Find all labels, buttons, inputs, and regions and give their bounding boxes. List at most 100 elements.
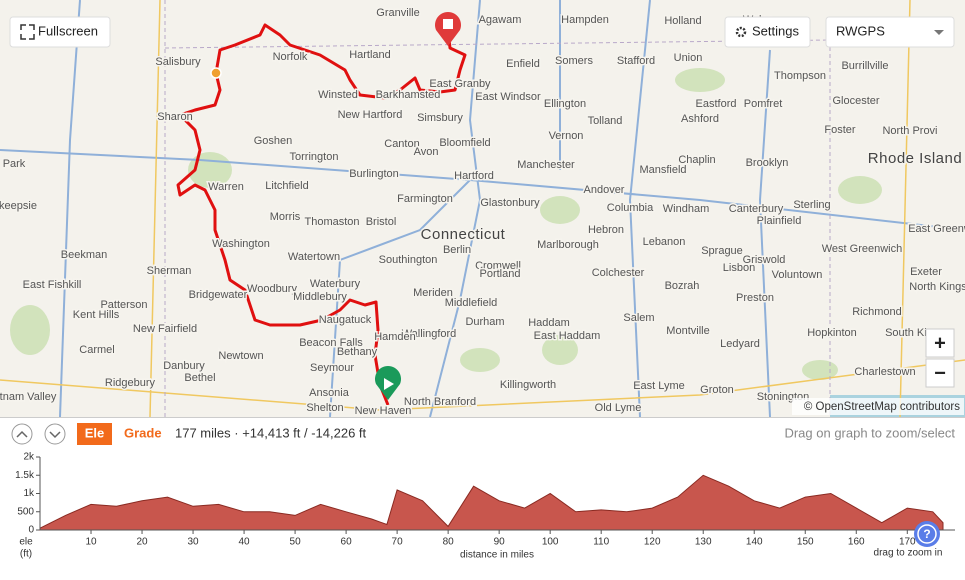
elevation-chart[interactable]: 0 500 1k 1.5k 2k 10 20 30 40 50 60 70 80 90 100 110 120 1… [15, 452, 955, 561]
map-label: Thompson [774, 70, 826, 82]
expand-button[interactable] [44, 423, 66, 445]
x-tick-label: 90 [494, 537, 506, 548]
map-label: Sterling [793, 199, 830, 211]
map-label: Tolland [588, 115, 623, 127]
map-label: Durham [465, 316, 504, 328]
map-label: Litchfield [265, 180, 308, 192]
map-label: Ridgebury [105, 377, 156, 389]
map-label: keepsie [0, 200, 37, 212]
start-marker[interactable] [375, 366, 401, 400]
map-label: Bethany [337, 346, 378, 358]
map-label: Carmel [79, 344, 114, 356]
map-label: Rhode Island [868, 150, 962, 167]
graph-hint: Drag on graph to zoom/select [784, 425, 955, 440]
map-label: Eastford [696, 98, 737, 110]
help-button[interactable]: ? [914, 521, 940, 547]
map-label: New Haven [355, 405, 412, 417]
map-label: Brooklyn [746, 157, 789, 169]
x-tick-label: 70 [392, 537, 404, 548]
collapse-button[interactable] [11, 423, 33, 445]
map-label: Seymour [310, 362, 354, 374]
y-tick-label: 0 [28, 525, 34, 536]
ele-tab[interactable]: Ele [77, 423, 112, 445]
map-minor-roads [0, 0, 965, 418]
map-label: Beekman [61, 249, 107, 261]
map-label: tnam Valley [0, 391, 57, 403]
zoom-out[interactable]: − [925, 358, 955, 388]
map-label: North Kings [909, 281, 965, 293]
map-label: Connecticut [421, 226, 506, 243]
fullscreen-label: Fullscreen [38, 23, 98, 38]
map-label: Shelton [306, 402, 343, 414]
x-tick-label: 130 [695, 537, 712, 548]
map-label: Columbia [607, 202, 654, 214]
map-label: East Greenw [908, 223, 965, 235]
x-tick-label: 140 [746, 537, 763, 548]
x-tick-label: 30 [187, 537, 199, 548]
map-label: Plainfield [757, 215, 802, 227]
map-label: New Fairfield [133, 323, 197, 335]
map-label: West Greenwich [822, 243, 903, 255]
map-label: Haddam [528, 317, 570, 329]
ele-tab-label: Ele [85, 425, 105, 440]
map-label: Warren [208, 181, 244, 193]
map-label: East Fishkill [23, 279, 82, 291]
map-label: Ansonia [309, 387, 350, 399]
map-label: Griswold [743, 254, 786, 266]
map-label: Norfolk [273, 51, 308, 63]
grade-tab[interactable]: Grade [124, 425, 162, 440]
map-label: Foster [824, 124, 856, 136]
end-marker[interactable] [435, 11, 462, 46]
map-label: Middlefield [445, 297, 498, 309]
map-label: Pomfret [744, 98, 783, 110]
fullscreen-button[interactable]: Fullscreen [9, 16, 111, 48]
map-label: Richmond [852, 306, 902, 318]
map-label: Ledyard [720, 338, 760, 350]
state-borders [164, 0, 831, 417]
map-label: Danbury [163, 360, 205, 372]
y-tick-label: 1k [23, 488, 35, 499]
map-label: Watertown [288, 251, 340, 263]
map-label: Ellington [544, 98, 586, 110]
layer-label: RWGPS [836, 23, 885, 38]
map-label: Canterbury [729, 203, 784, 215]
settings-button[interactable]: Settings [724, 16, 811, 48]
map-label: Stafford [617, 55, 655, 67]
layer-select[interactable]: RWGPS [825, 16, 955, 48]
x-tick-label: 10 [85, 537, 97, 548]
map-label: Bloomfield [439, 137, 490, 149]
zoom-in[interactable]: + [925, 328, 955, 358]
zoom-out-label: − [934, 362, 946, 384]
map-label: East Granby [429, 78, 491, 90]
map-label: Simsbury [417, 112, 463, 124]
x-tick-label: 120 [644, 537, 661, 548]
x-tick-label: 100 [542, 537, 559, 548]
map-label: Naugatuck [319, 314, 372, 326]
map-label: Windham [663, 203, 709, 215]
map-label: Mansfield [639, 164, 686, 176]
x-tick-label: 150 [797, 537, 814, 548]
map-label: Glastonbury [480, 197, 540, 209]
map-label: Hebron [588, 224, 624, 236]
map-label: Winsted [318, 89, 358, 101]
attribution-bg [792, 398, 964, 415]
map-label: Voluntown [772, 269, 823, 281]
map-label: Kent Hills [73, 309, 120, 321]
zoom-in-label: + [934, 332, 946, 354]
map-label: East Windsor [475, 91, 541, 103]
map-label: Waterbury [310, 278, 361, 290]
map-label: Meriden [413, 287, 453, 299]
map-label: East Haddam [534, 330, 601, 342]
map-label: Wallingford [402, 328, 457, 340]
map-label: Agawam [479, 14, 522, 26]
map-label: Avon [414, 146, 439, 158]
map-label: Ashford [681, 113, 719, 125]
x-tick-label: 60 [341, 537, 353, 548]
map-label: Colchester [592, 267, 645, 279]
y-tick-label: 500 [17, 506, 34, 517]
map-label: Hopkinton [807, 327, 857, 339]
zoom-hint: drag to zoom in [874, 548, 943, 559]
x-tick-label: 170 [899, 537, 916, 548]
